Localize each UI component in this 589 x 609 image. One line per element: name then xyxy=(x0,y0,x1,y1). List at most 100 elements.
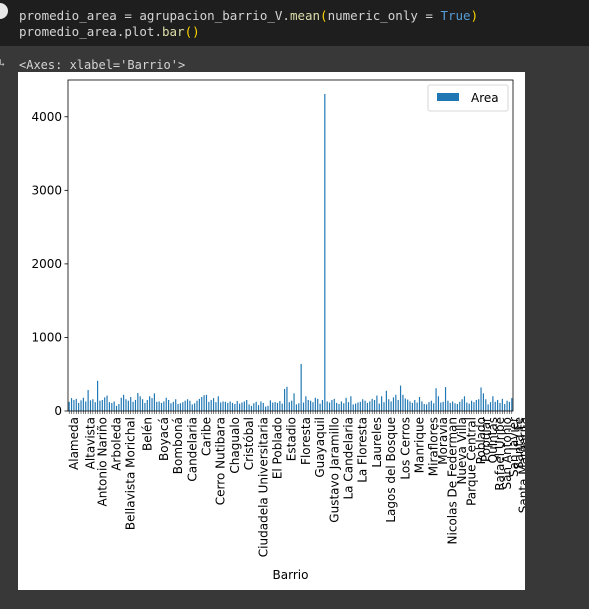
x-tick-label: Belén xyxy=(140,417,154,451)
bar xyxy=(222,401,224,411)
bar xyxy=(326,401,328,411)
bar xyxy=(383,402,385,411)
x-tick-label: Quintas xyxy=(486,417,500,463)
bar xyxy=(288,402,290,411)
bar xyxy=(355,403,357,411)
bar xyxy=(399,385,402,411)
legend-box xyxy=(427,84,509,112)
x-tick-label: El Poblado xyxy=(270,417,284,479)
x-tick-label: Tejelo xyxy=(521,417,525,452)
bar xyxy=(80,400,82,411)
bar xyxy=(191,404,193,411)
bar xyxy=(248,404,250,411)
bar xyxy=(373,399,376,411)
bar xyxy=(250,405,253,411)
x-tick-label: Laureles xyxy=(370,417,384,468)
bar xyxy=(186,399,189,411)
bar xyxy=(194,403,196,411)
bar xyxy=(402,394,404,411)
bar xyxy=(385,390,387,411)
code-line-2: promedio_area.plot.bar() xyxy=(19,24,200,39)
x-tick-label: Popular xyxy=(479,417,493,462)
output-text: <Axes: xlabel='Barrio'> xyxy=(19,58,186,72)
x-tick-label: Antonio Nariño xyxy=(95,417,109,507)
bar xyxy=(411,402,413,411)
bar xyxy=(397,399,399,411)
bar xyxy=(307,399,309,411)
bar xyxy=(182,402,184,411)
bar xyxy=(85,401,87,411)
bar xyxy=(291,400,293,411)
bar xyxy=(480,387,482,411)
bar xyxy=(340,401,342,411)
bar xyxy=(359,401,361,411)
bar xyxy=(423,404,425,411)
bar xyxy=(489,402,492,411)
bar xyxy=(156,401,158,411)
bar xyxy=(499,402,501,411)
bar xyxy=(364,400,366,411)
bar xyxy=(243,401,245,411)
bar xyxy=(497,399,499,411)
bar xyxy=(371,398,373,411)
code-line-1: promedio_area = agrupacion_barrio_V.mean… xyxy=(19,8,479,23)
bar xyxy=(347,402,350,411)
y-tick-label: 3000 xyxy=(31,183,62,197)
bar xyxy=(239,403,241,411)
code-cell[interactable]: promedio_area = agrupacion_barrio_V.mean… xyxy=(0,0,589,46)
bar xyxy=(217,396,219,411)
bar xyxy=(215,402,217,411)
bar xyxy=(286,386,288,411)
bar xyxy=(463,396,466,411)
bar xyxy=(435,388,437,411)
x-tick-label: Estadio xyxy=(285,417,299,461)
bar xyxy=(253,403,255,411)
bar xyxy=(350,396,352,411)
bar xyxy=(300,363,302,411)
bar xyxy=(111,402,113,411)
x-axis-label: Barrio xyxy=(273,568,309,582)
bar xyxy=(70,398,73,411)
bar xyxy=(317,398,319,411)
x-tick-label: Chagualo xyxy=(228,417,242,474)
bar xyxy=(146,399,148,411)
bar xyxy=(421,401,423,411)
bar xyxy=(73,399,75,411)
bar xyxy=(272,402,274,411)
legend-label: Area xyxy=(471,91,499,105)
bar xyxy=(333,398,335,411)
bar xyxy=(257,405,260,411)
run-cell-icon[interactable] xyxy=(0,3,8,19)
x-tick-label: Miraflores xyxy=(427,417,441,476)
bar xyxy=(99,400,101,411)
output-arrow-icon[interactable]: ↳ xyxy=(0,58,6,69)
bar xyxy=(120,397,122,411)
bar xyxy=(414,399,416,411)
bar xyxy=(231,402,234,411)
bar xyxy=(97,380,99,411)
bar xyxy=(196,400,198,411)
bar xyxy=(260,401,262,411)
bar xyxy=(108,402,111,411)
bar xyxy=(262,402,264,411)
bar xyxy=(139,396,141,411)
bar xyxy=(376,395,378,411)
bar xyxy=(468,403,470,411)
bar xyxy=(123,394,125,411)
bar xyxy=(134,399,137,411)
x-tick-label: Cerro Nutibara xyxy=(214,417,228,505)
bar xyxy=(312,402,314,411)
bar xyxy=(328,402,331,411)
bar xyxy=(426,404,428,411)
x-tick-label: La Floresta xyxy=(356,417,370,483)
y-tick-label: 4000 xyxy=(31,110,62,124)
x-tick-label: Lagos del Bosque xyxy=(384,417,398,523)
bar xyxy=(267,405,269,411)
bar xyxy=(153,393,155,411)
bar xyxy=(101,399,103,411)
bar xyxy=(82,397,84,411)
x-tick-label: Rafael Uribe xyxy=(493,417,507,491)
bar xyxy=(478,399,480,411)
bar xyxy=(381,396,383,411)
bar xyxy=(456,404,458,411)
